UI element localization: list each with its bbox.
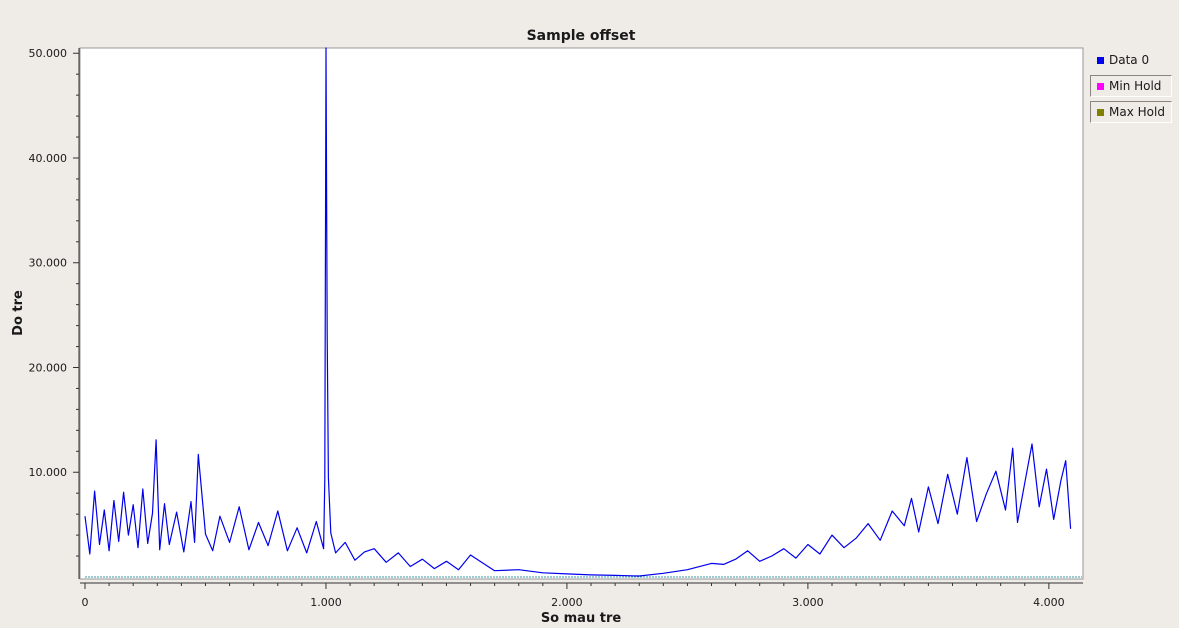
legend-item-data-0[interactable]: Data 0 xyxy=(1090,49,1172,71)
chart-title: Sample offset xyxy=(527,28,636,44)
legend-swatch-min-hold xyxy=(1097,82,1104,90)
legend-label-data-0: Data 0 xyxy=(1109,53,1150,67)
x-tick-label: 2.000 xyxy=(551,596,583,609)
x-axis-label: So mau tre xyxy=(541,611,622,626)
y-tick-label: 10.000 xyxy=(29,466,68,479)
legend-swatch-max-hold xyxy=(1097,108,1104,116)
y-tick-label: 40.000 xyxy=(29,152,68,165)
x-tick-label: 1.000 xyxy=(310,596,342,609)
series-layer xyxy=(84,47,1082,578)
legend-swatch-data-0 xyxy=(1097,56,1104,64)
plot-area xyxy=(79,47,1084,580)
y-axis-ticks: 10.000 20.000 30.000 40.000 50.000 xyxy=(29,47,79,557)
series-line-data-0 xyxy=(84,47,1072,577)
x-axis-ticks: 0 1.000 2.000 3.000 4.000 xyxy=(82,583,1065,609)
x-tick-label: 3.000 xyxy=(792,596,824,609)
legend-label-min-hold: Min Hold xyxy=(1109,79,1162,93)
y-axis-label: Do tre xyxy=(11,290,26,336)
x-tick-label: 4.000 xyxy=(1033,596,1065,609)
legend-item-min-hold[interactable]: Min Hold xyxy=(1090,75,1172,97)
y-tick-label: 20.000 xyxy=(29,361,68,374)
y-tick-label: 30.000 xyxy=(29,257,68,270)
legend-label-max-hold: Max Hold xyxy=(1109,105,1165,119)
x-tick-label: 0 xyxy=(82,596,89,609)
legend: Data 0 Min Hold Max Hold xyxy=(1090,49,1172,127)
legend-item-max-hold[interactable]: Max Hold xyxy=(1090,101,1172,123)
y-tick-label: 50.000 xyxy=(29,47,68,60)
